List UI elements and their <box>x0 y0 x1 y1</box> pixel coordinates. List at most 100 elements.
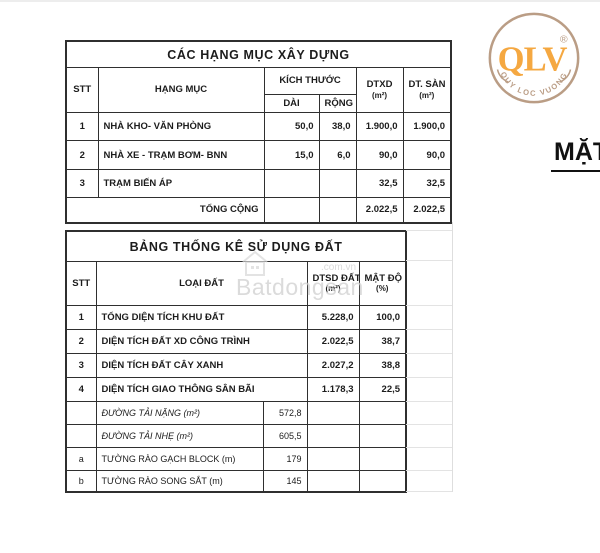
grid-line <box>406 305 452 306</box>
cell-dtsd: 5.228,0 <box>306 305 360 330</box>
empty-cell <box>358 401 407 425</box>
cell-land-type: TỔNG DIỆN TÍCH KHU ĐẤT <box>95 305 308 330</box>
cell-stt <box>65 401 97 425</box>
table-row: 2 DIỆN TÍCH ĐẤT XD CÔNG TRÌNH 2.022,5 38… <box>65 329 407 354</box>
header-subrow: DÀI RỘNG <box>66 94 451 113</box>
land-use-table: BẢNG THỐNG KÊ SỬ DỤNG ĐẤT STT LOẠI ĐẤT D… <box>65 230 408 493</box>
col-header-stt: STT <box>65 261 97 306</box>
cell-stt <box>65 424 97 448</box>
cell-stt: 4 <box>65 377 97 402</box>
header-row: STT HẠNG MỤC KÍCH THƯỚC DTXD (m²) DT. SÀ… <box>65 67 452 113</box>
construction-table-title: CÁC HẠNG MỤC XÂY DỰNG <box>65 40 452 68</box>
cell-dai: 15,0 <box>263 140 320 170</box>
cell-sub-name: ĐƯỜNG TẢI NẶNG (m²) <box>95 401 264 425</box>
grid-line <box>406 377 452 378</box>
col-header-landtype: LOẠI ĐẤT <box>95 261 308 306</box>
cell-stt: a <box>65 447 97 471</box>
col-header-dtxd: DTXD (m²) <box>355 67 404 113</box>
cell-matdo: 38,7 <box>358 329 407 354</box>
cell-item-name: TRẠM BIẾN ÁP <box>97 169 265 198</box>
cell-land-type: DIỆN TÍCH ĐẤT XD CÔNG TRÌNH <box>95 329 308 354</box>
cell-land-type: DIỆN TÍCH ĐẤT CÂY XANH <box>95 353 308 378</box>
col-header-floor-unit: (m²) <box>419 90 435 100</box>
cell-dtsan: 1.900,0 <box>402 112 452 141</box>
table-row: 4 DIỆN TÍCH GIAO THÔNG SÂN BÃI 1.178,3 2… <box>65 377 407 402</box>
empty-cell <box>318 197 357 223</box>
cell-dtsd: 2.022,5 <box>306 329 360 354</box>
cell-matdo: 38,8 <box>358 353 407 378</box>
table-subrow: ĐƯỜNG TẢI NHẸ (m²) 605,5 <box>65 424 407 448</box>
cell-stt: 1 <box>65 112 99 141</box>
screenshot-edge-strip <box>0 0 600 2</box>
col-header-item: HẠNG MỤC <box>97 67 265 113</box>
table-row: 3 DIỆN TÍCH ĐẤT CÂY XANH 2.027,2 38,8 <box>65 353 407 378</box>
cell-dtxd: 90,0 <box>355 140 404 170</box>
grid-line <box>406 491 452 492</box>
col-header-area: DTSD ĐẤT (m²) <box>306 261 360 306</box>
col-header-area-unit: (m²) <box>325 284 341 294</box>
grid-line <box>406 401 452 402</box>
empty-cell <box>306 424 360 448</box>
grid-line <box>406 353 452 354</box>
grid-line <box>406 470 452 471</box>
cell-sub-name: TƯỜNG RÀO GẠCH BLOCK (m) <box>95 447 264 471</box>
table-subrow: a TƯỜNG RÀO GẠCH BLOCK (m) 179 <box>65 447 407 471</box>
col-header-dtxd-label: DTXD <box>366 79 393 91</box>
col-header-density-label: MẬT ĐỘ <box>364 272 402 284</box>
col-header-floor: DT. SÀN (m²) <box>402 67 452 113</box>
col-header-dtxd-unit: (m²) <box>371 90 388 100</box>
cell-land-type: DIỆN TÍCH GIAO THÔNG SÂN BÃI <box>95 377 308 402</box>
col-header-dimensions: KÍCH THƯỚC <box>263 67 357 95</box>
cell-dtsd: 2.027,2 <box>306 353 360 378</box>
cell-rong: 6,0 <box>318 140 357 170</box>
cell-dtsan: 90,0 <box>402 140 452 170</box>
side-label-mat: MẶT <box>554 138 600 166</box>
total-label: TỔNG CỘNG <box>65 197 265 223</box>
table-subrow: b TƯỜNG RÀO SONG SẮT (m) 145 <box>65 470 407 492</box>
cell-sub-value: 572,8 <box>262 401 308 425</box>
empty-cell <box>358 447 407 471</box>
cell-sub-value: 145 <box>262 470 308 492</box>
table-row: 1 NHÀ KHO- VĂN PHÒNG 50,0 38,0 1.900,0 1… <box>65 112 452 141</box>
side-label-underline <box>551 170 600 172</box>
empty-cell <box>358 424 407 448</box>
col-header-stt: STT <box>65 67 99 113</box>
table-title-row: CÁC HẠNG MỤC XÂY DỰNG <box>65 40 452 68</box>
cell-stt: 2 <box>65 329 97 354</box>
logo-flourish-left <box>496 69 509 83</box>
header-row: STT LOẠI ĐẤT DTSD ĐẤT (m²) MẬT ĐỘ (%) <box>65 261 407 306</box>
table-row: 2 NHÀ XE - TRẠM BƠM- BNN 15,0 6,0 90,0 9… <box>65 140 452 170</box>
grid-line <box>406 447 452 448</box>
table-subrow: ĐƯỜNG TẢI NẶNG (m²) 572,8 <box>65 401 407 425</box>
col-header-area-label: DTSD ĐẤT <box>312 272 359 284</box>
cell-rong <box>318 169 357 198</box>
grid-line <box>406 424 452 425</box>
construction-items-table: CÁC HẠNG MỤC XÂY DỰNG STT HẠNG MỤC KÍCH … <box>65 40 453 224</box>
qlv-logo: QLV ® QUY LOC VUONG <box>486 10 582 106</box>
cell-sub-name: TƯỜNG RÀO SONG SẮT (m) <box>95 470 264 492</box>
table-row: 1 TỔNG DIỆN TÍCH KHU ĐẤT 5.228,0 100,0 <box>65 305 407 330</box>
cell-item-name: NHÀ XE - TRẠM BƠM- BNN <box>97 140 265 170</box>
col-header-length: DÀI <box>263 94 320 113</box>
empty-cell <box>263 197 320 223</box>
col-header-floor-label: DT. SÀN <box>408 79 446 91</box>
total-row: TỔNG CỘNG 2.022,5 2.022,5 <box>65 197 452 223</box>
total-dtxd: 2.022,5 <box>355 197 404 223</box>
cell-dtsd: 1.178,3 <box>306 377 360 402</box>
cell-dai <box>263 169 320 198</box>
cell-dtsan: 32,5 <box>402 169 452 198</box>
logo-ring <box>488 12 580 104</box>
cell-sub-value: 605,5 <box>262 424 308 448</box>
empty-cell <box>306 447 360 471</box>
table-row: 3 TRẠM BIẾN ÁP 32,5 32,5 <box>65 169 452 198</box>
cell-sub-value: 179 <box>262 447 308 471</box>
cell-sub-name: ĐƯỜNG TẢI NHẸ (m²) <box>95 424 264 448</box>
grid-line <box>406 260 452 261</box>
col-header-density: MẬT ĐỘ (%) <box>358 261 407 306</box>
cell-matdo: 22,5 <box>358 377 407 402</box>
cell-rong: 38,0 <box>318 112 357 141</box>
landuse-table-title: BẢNG THỐNG KÊ SỬ DỤNG ĐẤT <box>65 230 407 262</box>
empty-cell <box>306 470 360 492</box>
qlv-logo-graphic: QLV ® QUY LOC VUONG <box>488 12 580 104</box>
